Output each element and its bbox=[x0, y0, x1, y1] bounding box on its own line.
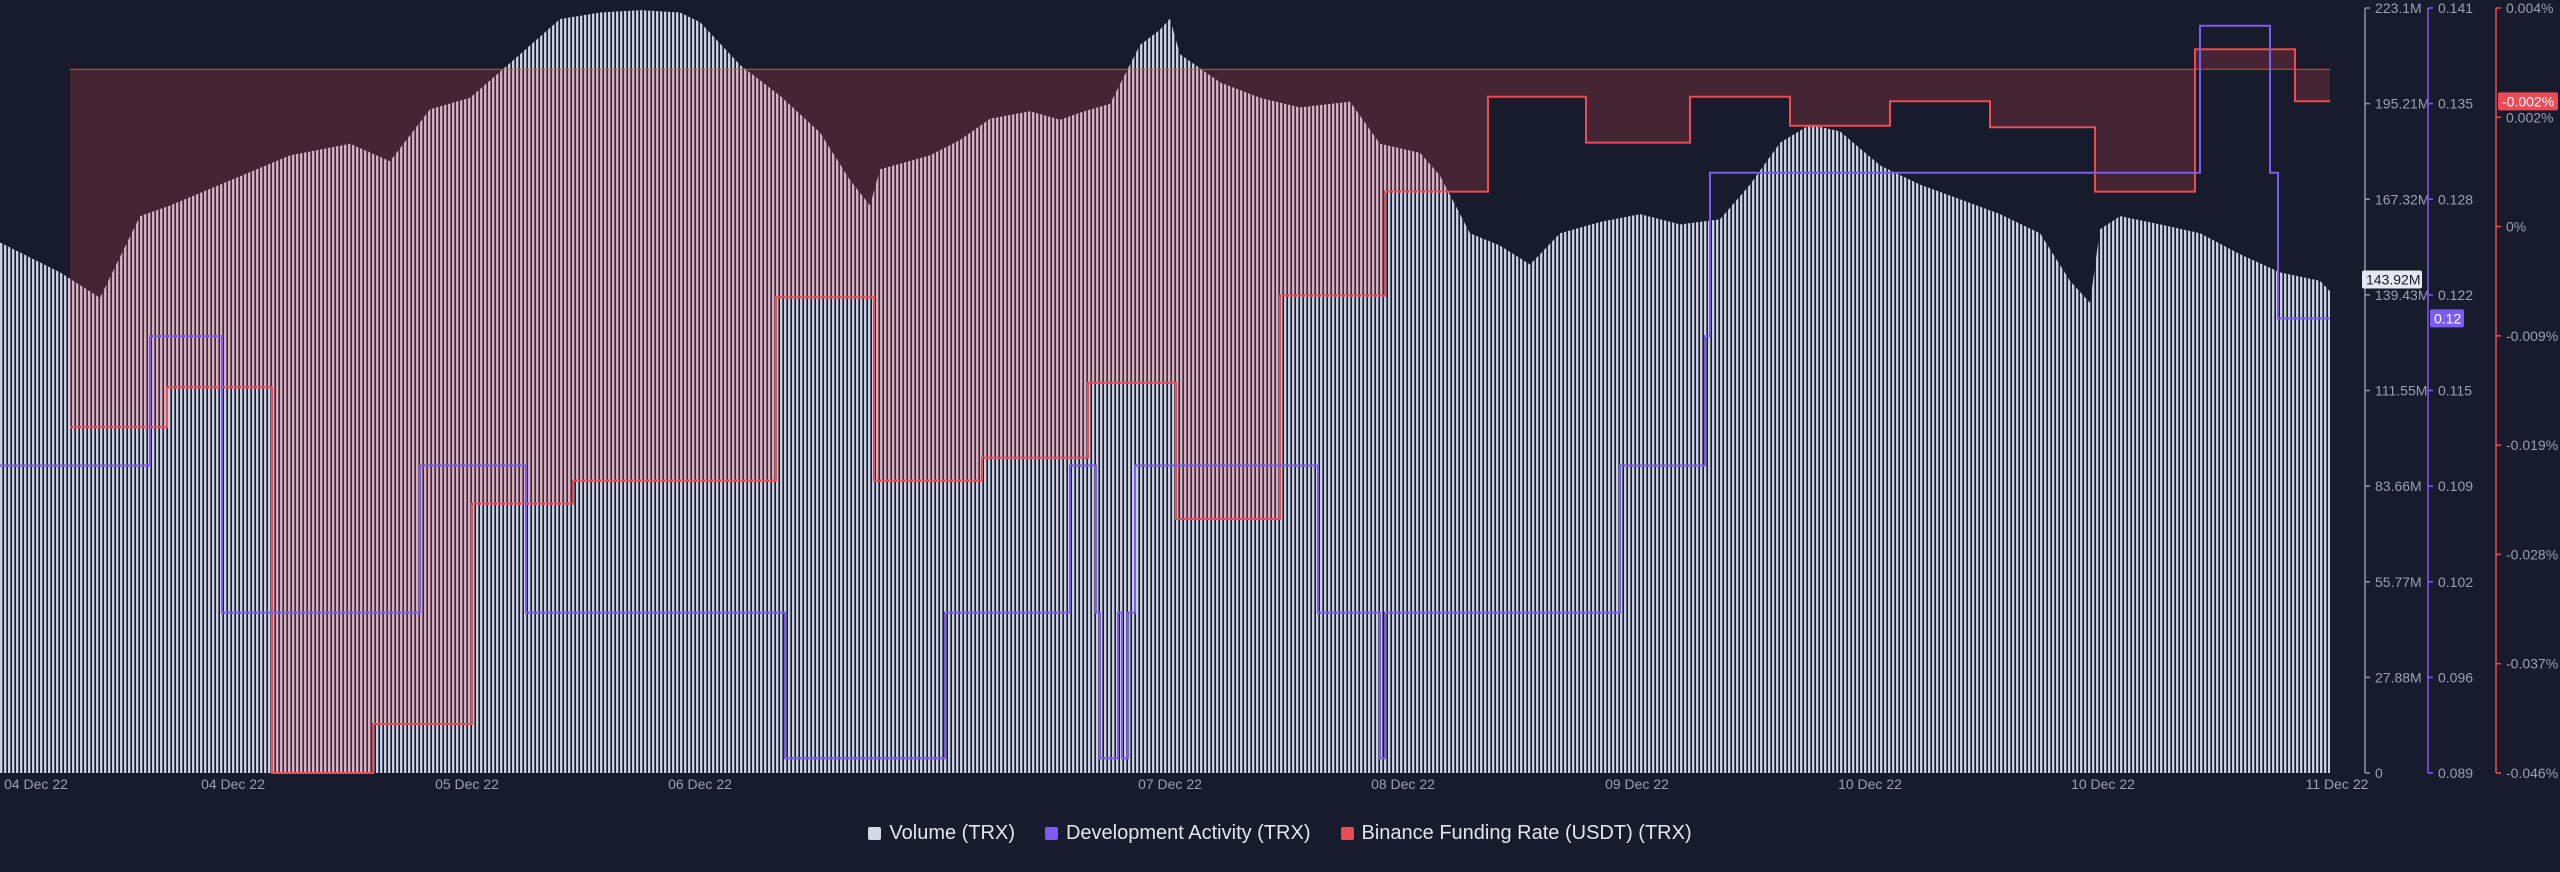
x-tick-label: 11 Dec 22 bbox=[2306, 776, 2369, 792]
volume-bars bbox=[0, 10, 2330, 774]
x-tick-label: 06 Dec 22 bbox=[668, 776, 732, 792]
development-axis-tick-label: 0.128 bbox=[2438, 191, 2473, 207]
x-tick-label: 04 Dec 22 bbox=[4, 776, 68, 792]
legend-item-development[interactable]: Development Activity (TRX) bbox=[1044, 821, 1311, 845]
funding-axis-tick-label: -0.009% bbox=[2506, 328, 2558, 344]
volume-axis-tick-label: 55.77M bbox=[2375, 574, 2422, 590]
volume-axis-tick-label: 195.21M bbox=[2375, 96, 2429, 112]
x-tick-label: 05 Dec 22 bbox=[435, 776, 499, 792]
legend-label-development: Development Activity (TRX) bbox=[1065, 821, 1311, 844]
legend-item-volume[interactable]: Volume (TRX) bbox=[868, 822, 1015, 845]
funding-current-badge-bg bbox=[2498, 92, 2558, 111]
development-axis-tick-label: 0.089 bbox=[2438, 765, 2473, 781]
funding-axis-tick-label: 0.002% bbox=[2506, 109, 2553, 125]
x-tick-label: 10 Dec 22 bbox=[1838, 776, 1902, 792]
volume-series bbox=[0, 10, 2330, 774]
development-axis-tick-label: 0.109 bbox=[2438, 478, 2473, 494]
volume-axis-tick-label: 223.1M bbox=[2375, 0, 2422, 16]
volume-axis-tick-label: 139.43M bbox=[2375, 287, 2429, 303]
x-tick-label: 08 Dec 22 bbox=[1371, 776, 1435, 792]
development-axis-tick-label: 0.115 bbox=[2438, 383, 2472, 399]
x-tick-label: 09 Dec 22 bbox=[1605, 776, 1669, 792]
legend-swatch-development bbox=[1044, 826, 1058, 840]
funding-axis-tick-label: -0.037% bbox=[2506, 656, 2558, 672]
current-value-badges: 143.92M 0.12 -0.002% bbox=[2362, 92, 2558, 328]
funding-axis-tick-label: -0.019% bbox=[2506, 437, 2558, 453]
development-axis-tick-label: 0.122 bbox=[2438, 287, 2473, 303]
development-axis-tick-label: 0.135 bbox=[2438, 96, 2473, 112]
x-tick-label: 07 Dec 22 bbox=[1138, 776, 1202, 792]
x-tick-label: 04 Dec 22 bbox=[201, 776, 265, 792]
development-activity-series bbox=[0, 24, 2330, 760]
development-activity-line bbox=[0, 24, 2330, 760]
volume-current-badge-text: 143.92M bbox=[2366, 272, 2420, 288]
legend-label-volume: Volume (TRX) bbox=[889, 821, 1015, 844]
volume-axis-tick-label: 83.66M bbox=[2375, 478, 2422, 494]
x-axis: 04 Dec 22 04 Dec 22 05 Dec 22 06 Dec 22 07 D… bbox=[4, 776, 2369, 792]
legend-item-funding[interactable]: Binance Funding Rate (USDT) (TRX) bbox=[1340, 821, 1692, 845]
funding-axis-tick-label: -0.046% bbox=[2506, 765, 2558, 781]
legend: Volume (TRX) Development Activity (TRX) … bbox=[0, 818, 2560, 848]
funding-axis-tick-label: 0% bbox=[2506, 219, 2526, 235]
funding-rate-series bbox=[70, 48, 2330, 774]
development-axis-tick-label: 0.141 bbox=[2438, 0, 2473, 16]
legend-swatch-funding bbox=[1340, 826, 1354, 840]
volume-axis-tick-label: 111.55M bbox=[2375, 383, 2427, 399]
legend-swatch-volume bbox=[868, 826, 882, 840]
volume-axis-tick-label: 27.88M bbox=[2375, 669, 2422, 685]
volume-axis-tick-label: 0 bbox=[2375, 765, 2383, 781]
funding-rate-line bbox=[70, 48, 2330, 774]
development-axis-tick-label: 0.102 bbox=[2438, 574, 2473, 590]
development-current-badge-bg bbox=[2430, 309, 2464, 328]
volume-current-badge-bg bbox=[2362, 270, 2422, 289]
volume-axis-tick-label: 167.32M bbox=[2375, 191, 2429, 207]
x-tick-label: 10 Dec 22 bbox=[2071, 776, 2135, 792]
funding-axis-tick-label: 0.004% bbox=[2506, 0, 2553, 16]
development-axis-tick-label: 0.096 bbox=[2438, 669, 2473, 685]
funding-rate-area bbox=[70, 49, 2330, 774]
funding-current-badge-text: -0.002% bbox=[2502, 93, 2554, 109]
development-current-badge-text: 0.12 bbox=[2434, 310, 2461, 326]
legend-label-funding: Binance Funding Rate (USDT) (TRX) bbox=[1361, 821, 1692, 844]
funding-axis-tick-label: -0.028% bbox=[2506, 546, 2558, 562]
axes: 223.1M 195.21M 167.32M 139.43M 111.55M 83.66M… bbox=[2364, 0, 2558, 781]
